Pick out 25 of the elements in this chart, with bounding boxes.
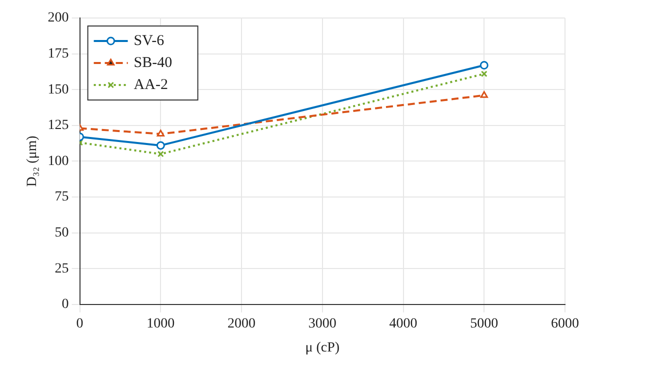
x-tick-label: 1000 bbox=[146, 316, 175, 332]
legend-label: AA-2 bbox=[134, 76, 168, 93]
legend-label: SB-40 bbox=[134, 54, 172, 71]
y-tick-label: 25 bbox=[54, 261, 69, 276]
point bbox=[480, 61, 488, 70]
point bbox=[156, 141, 165, 150]
legend-label: SV-6 bbox=[134, 32, 165, 49]
y-tick-label: 175 bbox=[48, 46, 69, 62]
x-tick-label: 3000 bbox=[308, 316, 336, 332]
y-tick-label: 200 bbox=[48, 10, 69, 26]
y-tick-label: 0 bbox=[62, 297, 69, 312]
point bbox=[480, 70, 488, 78]
y-tick-label: 150 bbox=[48, 82, 69, 98]
x-axis-title: μ (cP) bbox=[305, 340, 340, 356]
x-tick-label: 5000 bbox=[470, 316, 498, 332]
y-tick-label: 100 bbox=[48, 154, 69, 169]
y-tick-label: 125 bbox=[48, 118, 69, 134]
x-tick-label: 6000 bbox=[551, 316, 579, 332]
y-tick-label: 75 bbox=[54, 190, 69, 205]
x-tick-label: 4000 bbox=[389, 316, 418, 332]
point bbox=[157, 150, 164, 158]
y-axis-title: D₃₂ (μm) bbox=[25, 135, 40, 187]
x-tick-label: 2000 bbox=[228, 316, 256, 332]
y-tick-label: 50 bbox=[54, 225, 69, 240]
x-tick-label: 0 bbox=[76, 316, 84, 332]
